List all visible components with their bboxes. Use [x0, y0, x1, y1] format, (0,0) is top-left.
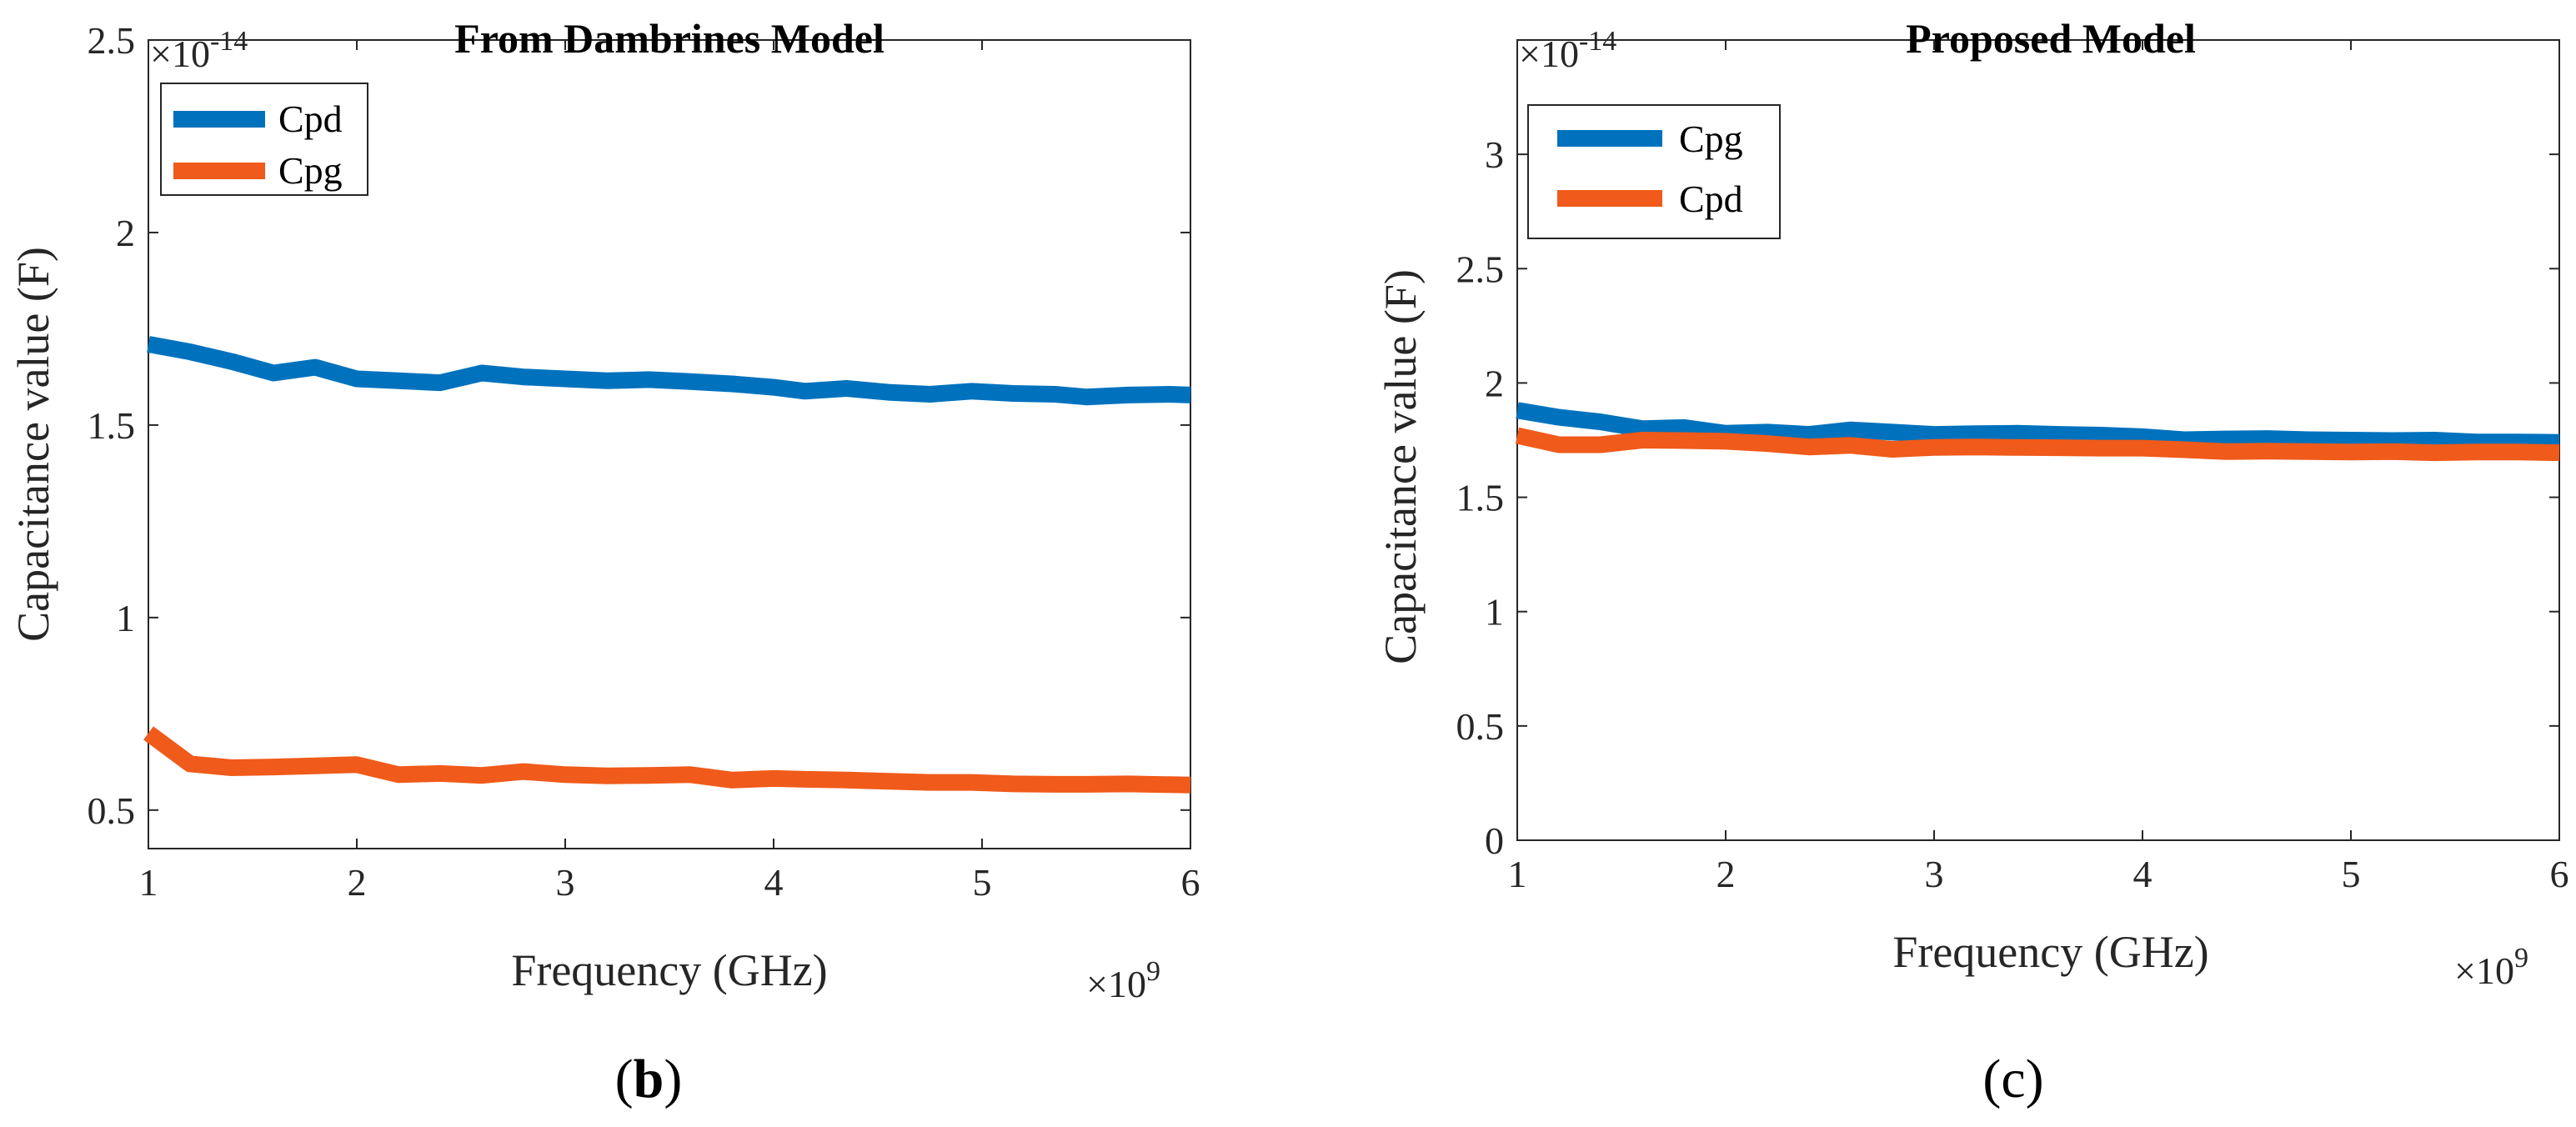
series-line-b-cpd	[147, 336, 1191, 406]
x-multiplier-b: ×109	[1086, 956, 1160, 1005]
x-tick-label-b-0: 1	[139, 861, 158, 904]
x-tick-label-b-2: 3	[556, 861, 575, 904]
x-tick-label-c-0: 1	[1508, 853, 1527, 895]
legend-box-c	[1527, 104, 1781, 239]
y-tick-label-b-2: 1.5	[88, 404, 136, 447]
chart-title-c: Proposed Model	[1906, 15, 2196, 62]
legend-label-b-0: Cpd	[278, 98, 343, 140]
legend-c: Cpg Cpd	[1527, 104, 1781, 239]
legend-label-c-0: Cpg	[1679, 118, 1743, 160]
x-axis-label-b: Frequency (GHz)	[511, 945, 827, 995]
series-line-c-cpg	[1516, 402, 2560, 451]
x-tick-label-b-4: 5	[973, 861, 992, 904]
x-tick-label-b-1: 2	[348, 861, 367, 904]
chart-panel-b: From Dambrines Model ×10-14 1 2 3 4 5 60.511.…	[8, 15, 1200, 1005]
y-tick-label-c-6: 3	[1485, 133, 1504, 176]
legend-label-c-1: Cpd	[1679, 178, 1743, 220]
series-line-b-cpg	[143, 726, 1191, 794]
ticks-c: 1 2 3 4 5 6 0 0.5 1 1.5 2 2.5 3	[1456, 40, 2569, 895]
x-tick-label-b-5: 6	[1181, 861, 1200, 904]
ticks-b: 1 2 3 4 5 60.511.522.5	[88, 19, 1200, 904]
y-axis-label-b: Capacitance value (F)	[8, 247, 58, 642]
series-line-c-cpd	[1515, 427, 2560, 462]
x-axis-label-c: Frequency (GHz)	[1892, 927, 2208, 977]
x-tick-label-c-5: 6	[2550, 853, 2569, 895]
x-tick-label-c-1: 2	[1716, 853, 1736, 895]
x-tick-label-c-4: 5	[2342, 853, 2361, 895]
y-tick-label-c-0: 0	[1485, 819, 1504, 862]
y-tick-label-c-3: 1.5	[1456, 477, 1505, 519]
y-tick-label-c-4: 2	[1485, 362, 1504, 404]
series-lines-c	[1515, 402, 2560, 462]
y-tick-label-c-2: 1	[1485, 591, 1504, 634]
y-tick-label-b-1: 1	[116, 597, 135, 639]
chart-panel-c: Proposed Model ×10-14 1 2 3 4 5 6 0 0.5 1 1.5 2 2.5…	[1376, 15, 2569, 992]
y-tick-label-b-0: 0.5	[88, 789, 136, 832]
y-multiplier-c: ×10-14	[1519, 26, 1616, 75]
y-tick-label-c-5: 2.5	[1456, 248, 1505, 290]
legend-label-b-1: Cpg	[278, 149, 343, 192]
x-tick-label-c-2: 3	[1925, 853, 1944, 895]
caption-c: (c)	[1982, 1049, 2043, 1109]
x-multiplier-c: ×109	[2454, 943, 2528, 992]
series-lines-b	[143, 336, 1191, 794]
caption-b: (b)	[615, 1049, 683, 1109]
chart-title-b: From Dambrines Model	[454, 15, 885, 62]
y-tick-label-b-4: 2.5	[88, 19, 136, 62]
y-multiplier-b: ×10-14	[150, 26, 248, 75]
legend-b: Cpd Cpg	[160, 83, 368, 196]
y-tick-label-b-3: 2	[116, 212, 135, 254]
x-tick-label-b-3: 4	[764, 861, 784, 904]
y-axis-label-c: Capacitance value (F)	[1376, 269, 1426, 664]
x-tick-label-c-3: 4	[2133, 853, 2153, 895]
y-tick-label-c-1: 0.5	[1456, 705, 1505, 748]
